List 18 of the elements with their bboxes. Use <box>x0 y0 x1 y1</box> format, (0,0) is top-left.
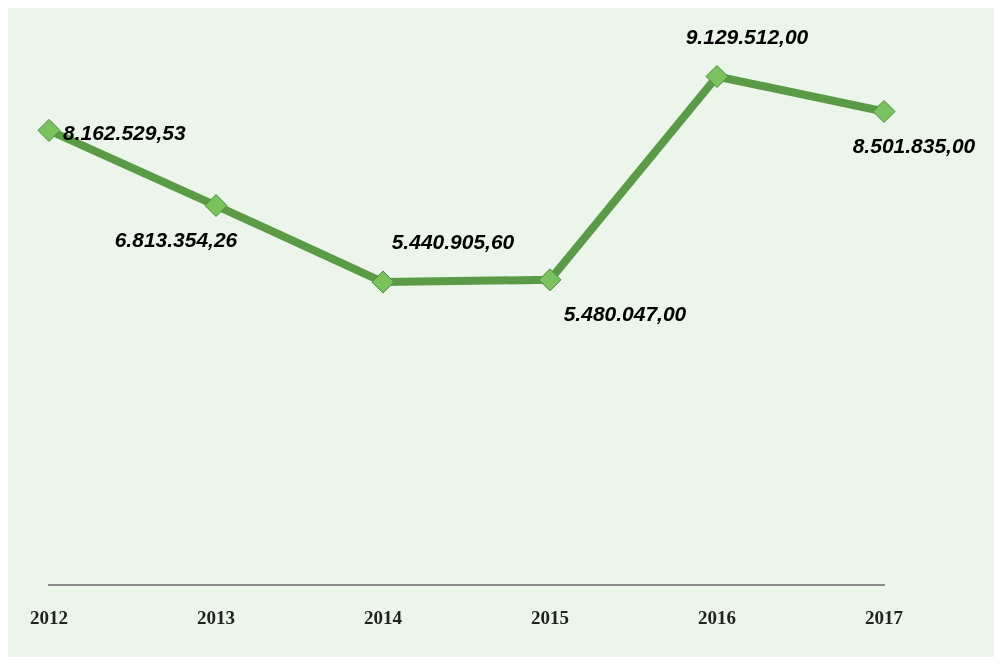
point <box>872 99 896 123</box>
point <box>371 270 395 294</box>
data-label: 8.501.835,00 <box>852 133 976 157</box>
x-tick-label: 2013 <box>197 606 235 628</box>
data-label: 9.129.512,00 <box>685 24 809 48</box>
x-tick-label: 2012 <box>30 606 68 628</box>
point <box>37 118 61 142</box>
x-tick-label: 2015 <box>531 606 569 628</box>
data-label: 5.440.905,60 <box>391 230 515 254</box>
data-label: 5.480.047,00 <box>563 302 687 326</box>
x-tick-label: 2014 <box>364 606 403 628</box>
point <box>538 268 562 292</box>
data-label: 6.813.354,26 <box>114 227 238 251</box>
point <box>705 65 729 88</box>
x-tick-label: 2017 <box>865 606 904 628</box>
point <box>204 194 228 218</box>
data-label: 8.162.529,53 <box>63 121 186 145</box>
x-tick-label: 2016 <box>698 606 736 628</box>
